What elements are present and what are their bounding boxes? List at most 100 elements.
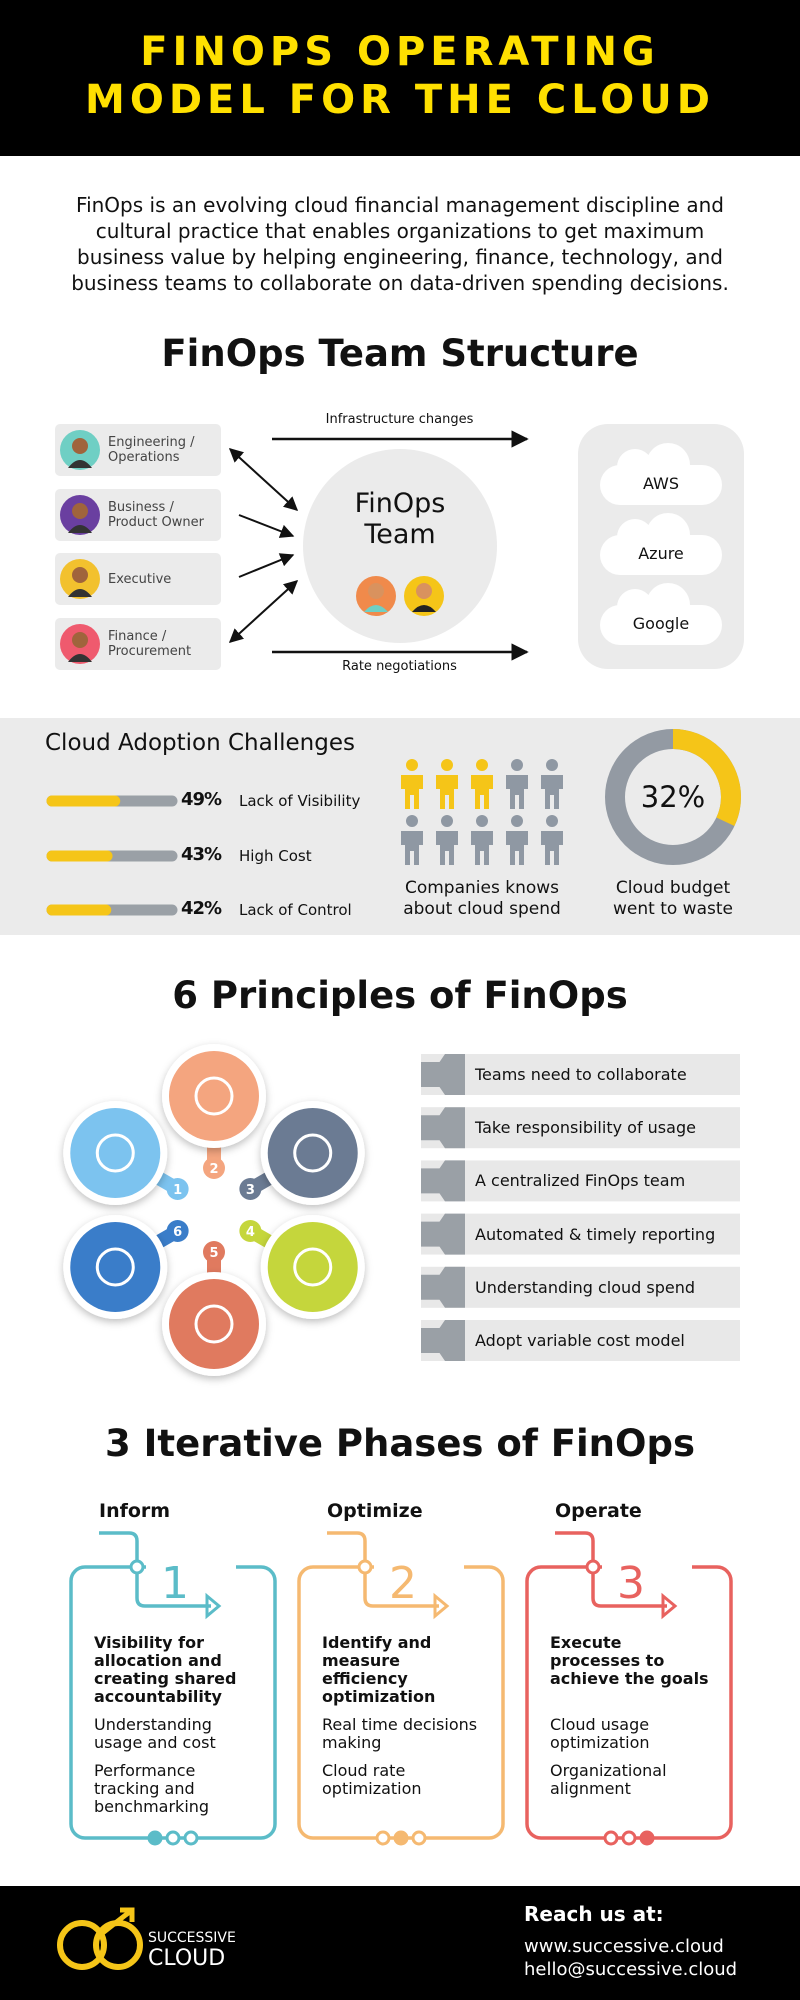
connector-arrow [661,1592,678,1620]
header-band [0,0,800,156]
phase-heading: Identify and measure efficiency optimiza… [322,1633,436,1706]
principle-notch [421,1320,465,1361]
person-body [506,775,528,809]
member-label: Finance / Procurement [108,629,192,659]
phase-name: Operate [555,1500,642,1522]
section-title: 6 Principles of FinOps [172,974,628,1017]
percent-label: 49% [181,789,222,810]
avatar-face [368,583,384,599]
wheel-number: 4 [246,1225,255,1240]
phase-dot [165,1830,181,1846]
challenge-label: Lack of Visibility [239,792,361,810]
phase-point: Cloud usage optimization [550,1715,650,1752]
person-head [546,815,558,827]
person-body [436,831,458,865]
principle-notch [421,1160,465,1202]
cloud-label: Google [632,614,690,633]
frame-gap [146,1560,236,1574]
donut-label: 32% [640,780,706,814]
website: www.successive.cloud [524,1936,724,1957]
phase-heading: Visibility for allocation and creating s… [94,1633,237,1706]
frame-gap [602,1560,692,1574]
phase-body: Execute processes to achieve the goals Cl… [550,1634,715,1808]
wheel-icon [293,1133,333,1173]
phase-dot [411,1830,427,1846]
team-center-label: FinOps Team [354,488,446,550]
connector-node [357,1559,373,1575]
principle-label: Understanding cloud spend [475,1277,696,1297]
challenges-band [0,718,800,935]
person-icon [471,815,493,865]
person-body [541,775,563,809]
principle-notch [421,1107,465,1149]
cloud-label: AWS [642,474,680,493]
person-head [546,759,558,771]
intro-text: FinOps is an evolving cloud financial ma… [71,193,729,295]
person-icon [541,759,563,809]
phase-point: Cloud rate optimization [322,1761,422,1798]
wheel-circle [267,1222,358,1312]
brand-bottom: CLOUD [148,1946,226,1971]
number-bubble [239,1178,262,1200]
phase-dot [639,1830,655,1846]
logo-arrow [98,1907,135,1937]
phase-dot [375,1830,391,1846]
person-head [406,759,418,771]
phase-point: Organizational alignment [550,1761,667,1798]
member-box [55,618,221,670]
connector-node [585,1559,601,1575]
avatar-body [68,460,92,468]
principle-box [421,1213,740,1255]
wheel-number: 5 [209,1246,218,1261]
cloud-label: Azure [638,544,684,563]
wheel-circle [267,1108,358,1198]
phase-number: 2 [389,1558,417,1609]
phase-dot [393,1830,409,1846]
wheel-icon [95,1133,135,1173]
principle-label: Automated & timely reporting [475,1224,716,1244]
team-arrow [238,514,295,538]
frame-gap [374,1560,464,1574]
principle-box [421,1266,740,1308]
challenge-label: High Cost [239,847,312,865]
avatar-face [416,583,432,599]
person-head [511,759,523,771]
member-label: Executive [108,571,172,587]
principle-label: A centralized FinOps team [475,1171,686,1191]
wheel-number: 3 [246,1183,255,1198]
person-icon [541,815,563,865]
avatar-face [72,567,88,583]
principle-label: Take responsibility of usage [475,1118,696,1138]
principle-box [421,1107,740,1149]
avatar-body [68,589,92,597]
wheel-number: 1 [173,1183,182,1198]
team-arrow [228,448,299,511]
phase-body: Visibility for allocation and creating s… [94,1634,259,1826]
person-icon [401,815,423,865]
phase-dot [621,1830,637,1846]
person-body [471,775,493,809]
arrow-label: Infrastructure changes [325,412,474,427]
section-title: 3 Iterative Phases of FinOps [105,1422,695,1465]
avatar-body [412,605,436,612]
donut-caption: Cloud budget went to waste [613,878,733,919]
phase-point: Understanding usage and cost [94,1715,216,1752]
page-title: FINOPS OPERATING MODEL FOR THE CLOUD [85,29,715,123]
donut-arc [605,729,741,865]
person-icon [506,759,528,809]
number-bubble [239,1220,262,1242]
brand-top: SUCCESSIVE [148,1930,236,1946]
avatar-body [68,525,92,533]
connector-arrow [433,1592,450,1620]
wheel-icon [95,1247,135,1287]
number-bubble [203,1241,225,1263]
principle-notch [421,1054,465,1095]
wheel-circle [70,1108,161,1198]
percent-label: 42% [181,898,222,919]
wheel-number: 2 [209,1162,218,1177]
member-box [55,424,221,476]
principle-box [421,1320,740,1361]
principle-label: Teams need to collaborate [475,1065,687,1084]
challenge-label: Lack of Control [239,901,352,919]
